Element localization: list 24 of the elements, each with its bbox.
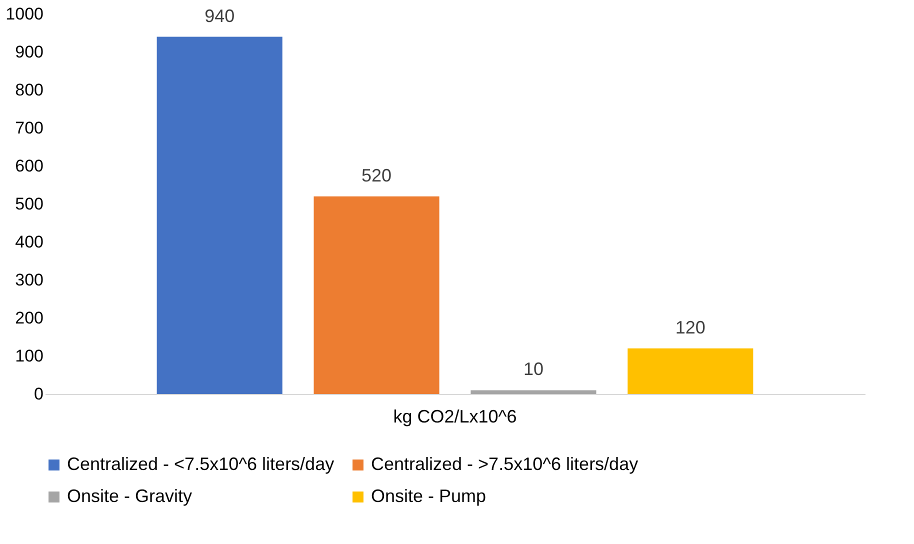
y-tick-label: 600 (15, 156, 44, 176)
y-tick-label: 200 (15, 308, 44, 328)
y-tick-label: 800 (15, 80, 44, 100)
y-tick-label: 1000 (6, 4, 44, 24)
y-tick-label: 400 (15, 232, 44, 252)
data-label: 940 (204, 6, 235, 26)
y-tick-label: 0 (34, 384, 44, 404)
y-tick-label: 500 (15, 194, 44, 214)
legend-label: Onsite - Pump (371, 486, 486, 506)
legend-label: Onsite - Gravity (67, 486, 192, 506)
y-tick-label: 100 (15, 346, 44, 366)
data-label: 120 (675, 317, 706, 338)
data-label: 10 (523, 359, 544, 380)
y-tick-label: 900 (15, 42, 44, 62)
legend-label: Centralized - >7.5x10^6 liters/day (371, 454, 638, 474)
legend-label: Centralized - <7.5x10^6 liters/day (67, 454, 334, 474)
bar (628, 348, 754, 394)
y-tick-label: 700 (15, 118, 44, 138)
bar (156, 36, 282, 394)
bar (470, 390, 596, 394)
x-tick-label: kg CO2/Lx10^6 (393, 406, 517, 426)
y-tick-label: 300 (15, 270, 44, 290)
data-label: 520 (362, 165, 392, 186)
bar (314, 196, 440, 394)
